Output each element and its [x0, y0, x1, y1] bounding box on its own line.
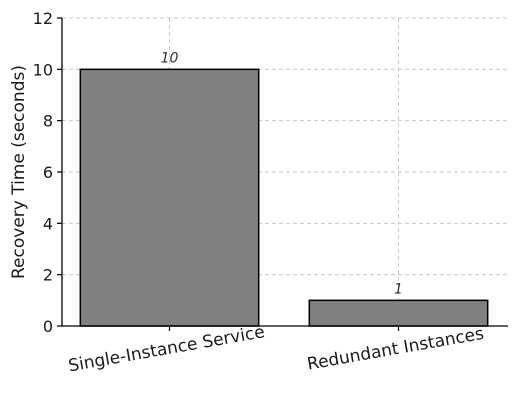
- y-tick-label: 6: [43, 163, 53, 182]
- y-tick-label: 10: [33, 60, 53, 79]
- bar-data-label: 1: [394, 281, 403, 297]
- y-tick-label: 0: [43, 317, 53, 336]
- y-axis-title: Recovery Time (seconds): [9, 65, 29, 279]
- bar: [308, 299, 489, 327]
- bar-data-label: 10: [161, 50, 179, 66]
- y-tick-label: 2: [43, 266, 53, 285]
- y-tick-label: 4: [43, 214, 53, 233]
- x-tick-label: Redundant Instances: [306, 324, 486, 375]
- bars: [79, 68, 489, 327]
- bar: [79, 68, 260, 327]
- y-tick-label: 12: [33, 9, 53, 28]
- axes: [57, 17, 508, 331]
- y-tick-label: 8: [43, 112, 53, 131]
- x-tick-label: Single-Instance Service: [67, 322, 266, 376]
